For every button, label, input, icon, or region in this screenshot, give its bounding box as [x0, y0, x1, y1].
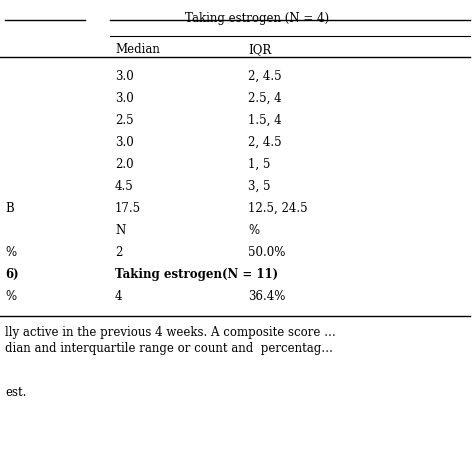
Text: 3.0: 3.0: [115, 136, 134, 149]
Text: 17.5: 17.5: [115, 202, 141, 215]
Text: 2.0: 2.0: [115, 158, 134, 171]
Text: 2, 4.5: 2, 4.5: [248, 136, 282, 149]
Text: 4: 4: [115, 290, 122, 303]
Text: IQR: IQR: [248, 43, 271, 56]
Text: 2.5: 2.5: [115, 114, 134, 127]
Text: 2: 2: [115, 246, 122, 259]
Text: est.: est.: [5, 386, 27, 399]
Text: %: %: [5, 290, 16, 303]
Text: Taking estrogen(N = 11): Taking estrogen(N = 11): [115, 268, 278, 281]
Text: 2, 4.5: 2, 4.5: [248, 70, 282, 83]
Text: 4.5: 4.5: [115, 180, 134, 193]
Text: B: B: [5, 202, 14, 215]
Text: 2.5, 4: 2.5, 4: [248, 92, 282, 105]
Text: 36.4%: 36.4%: [248, 290, 285, 303]
Text: 3.0: 3.0: [115, 70, 134, 83]
Text: 1, 5: 1, 5: [248, 158, 270, 171]
Text: 6): 6): [5, 268, 18, 281]
Text: Median: Median: [115, 43, 160, 56]
Text: 1.5, 4: 1.5, 4: [248, 114, 282, 127]
Text: Taking estrogen (N = 4): Taking estrogen (N = 4): [185, 12, 329, 25]
Text: dian and interquartile range or count and  percentag…: dian and interquartile range or count an…: [5, 342, 333, 355]
Text: N: N: [115, 224, 125, 237]
Text: 3, 5: 3, 5: [248, 180, 271, 193]
Text: lly active in the previous 4 weeks. A composite score …: lly active in the previous 4 weeks. A co…: [5, 326, 336, 339]
Text: 12.5, 24.5: 12.5, 24.5: [248, 202, 308, 215]
Text: 50.0%: 50.0%: [248, 246, 285, 259]
Text: 3.0: 3.0: [115, 92, 134, 105]
Text: %: %: [248, 224, 259, 237]
Text: %: %: [5, 246, 16, 259]
